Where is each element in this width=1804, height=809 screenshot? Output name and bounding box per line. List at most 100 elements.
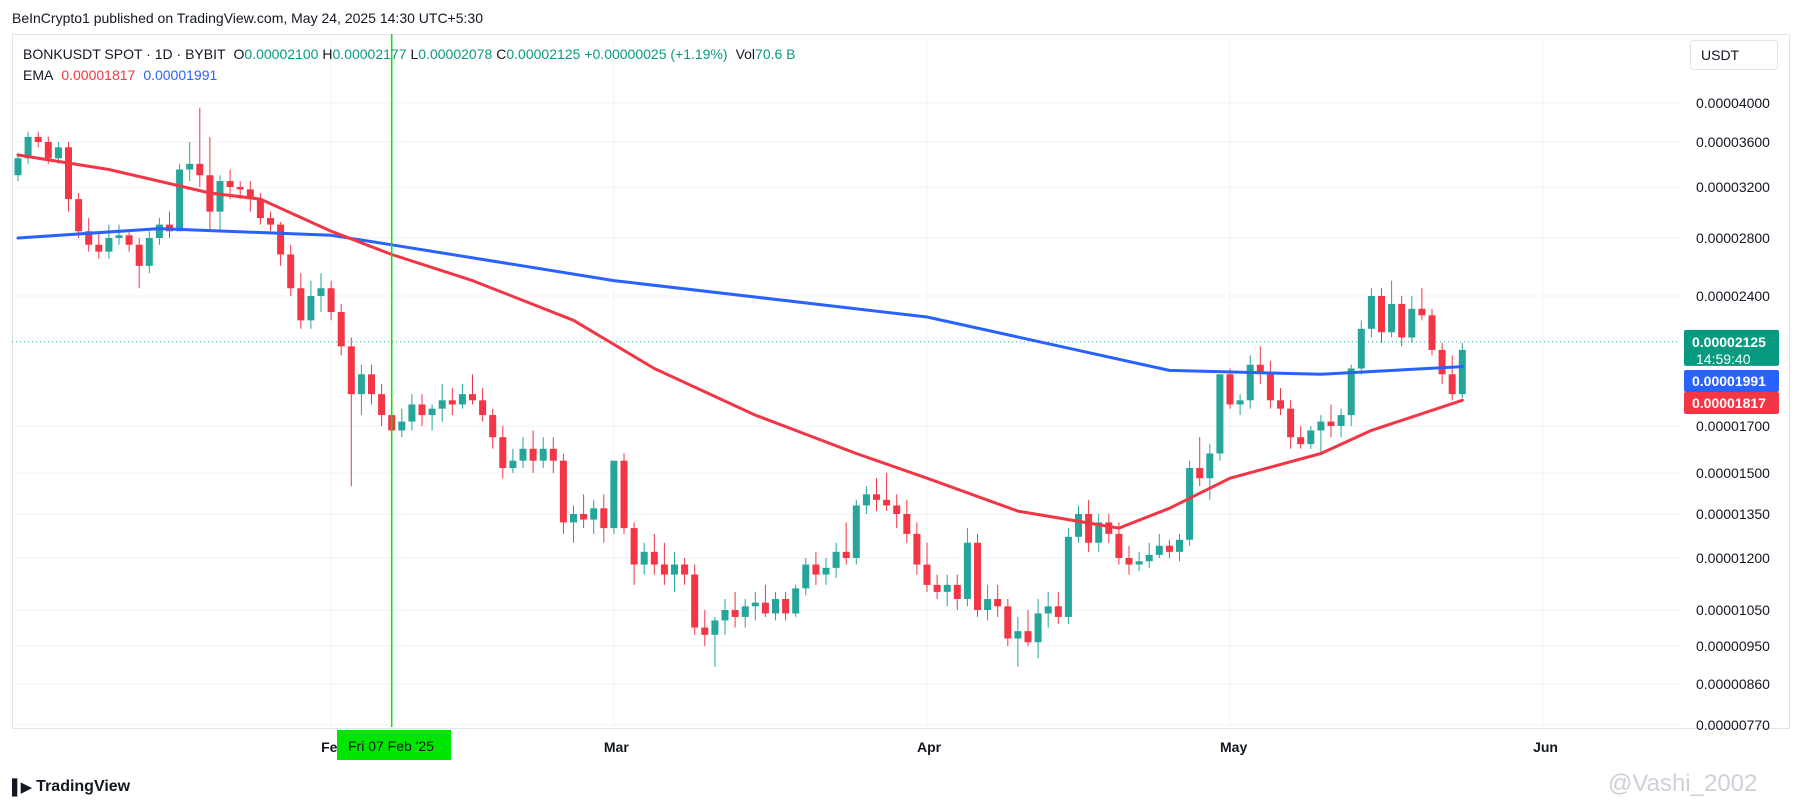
candle-body <box>963 542 971 600</box>
candle-body <box>1135 561 1143 565</box>
candle-body <box>549 448 557 461</box>
candle-body <box>731 610 739 617</box>
candle-body <box>1095 522 1103 543</box>
candle-body <box>580 514 588 520</box>
candle-body <box>650 551 658 565</box>
chart-legend: BONKUSDT SPOT · 1D · BYBIT O 0.00002100 H… <box>23 44 796 86</box>
candle-body <box>246 189 254 200</box>
candle-body <box>277 224 285 255</box>
candle-body <box>570 514 577 523</box>
candle-body <box>994 599 1002 607</box>
candle-body <box>499 437 507 469</box>
candle-body <box>226 181 234 187</box>
candle-body <box>458 394 466 405</box>
candle-body <box>347 346 355 395</box>
symbol-label[interactable]: BONKUSDT SPOT · 1D · BYBIT <box>23 46 226 62</box>
candle-body <box>428 408 436 416</box>
candle-body <box>883 499 891 506</box>
candle-body <box>782 599 790 614</box>
candle-body <box>337 312 345 347</box>
candle-body <box>1034 613 1042 643</box>
candle-body <box>660 564 668 575</box>
candle-body <box>307 296 315 321</box>
candle-body <box>1297 437 1305 445</box>
candle-body <box>812 564 820 575</box>
candle-body <box>368 374 375 395</box>
candle-body <box>105 238 113 252</box>
candle-body <box>1064 536 1072 617</box>
candle-body <box>842 551 850 558</box>
candle-body <box>1196 468 1204 479</box>
y-tick-label: 0.00000770 <box>1696 717 1770 733</box>
candle-body <box>1408 308 1416 338</box>
candle-body <box>1357 328 1365 369</box>
low-label: L <box>410 46 419 62</box>
candle-body <box>933 584 941 592</box>
candle-body <box>1287 408 1295 438</box>
candle-body <box>873 494 880 500</box>
candle-body <box>1438 349 1446 375</box>
candle-body <box>893 505 901 514</box>
candle-body <box>610 460 618 529</box>
candle-body <box>438 400 446 409</box>
candle-body <box>1105 522 1113 534</box>
candle-body <box>398 421 406 431</box>
currency-button[interactable]: USDT <box>1690 40 1778 70</box>
candle-body <box>923 564 931 585</box>
x-tick-label: May <box>1220 739 1247 755</box>
ema-label[interactable]: EMA <box>23 67 54 83</box>
candle-body <box>408 404 416 422</box>
candle-body <box>1024 631 1032 643</box>
candle-body <box>832 551 840 568</box>
candle-body <box>1428 315 1436 350</box>
candle-body <box>903 514 911 534</box>
tradingview-logo[interactable]: ▌▶ TradingView <box>12 778 130 796</box>
candle-body <box>145 238 153 266</box>
x-tick-label: Apr <box>917 739 942 755</box>
candle-body <box>1317 421 1325 431</box>
candle-body <box>1347 368 1355 416</box>
candle-body <box>1367 296 1375 329</box>
candle-body <box>1216 374 1224 454</box>
ohlc-row: BONKUSDT SPOT · 1D · BYBIT O 0.00002100 H… <box>23 44 796 65</box>
candle-body <box>1004 606 1012 639</box>
tradingview-brand: TradingView <box>36 778 131 795</box>
candle-body <box>822 567 830 575</box>
price-countdown: 14:59:40 <box>1696 351 1751 367</box>
candle-body <box>357 374 365 395</box>
candle-body <box>1337 415 1345 426</box>
y-tick-label: 0.00001700 <box>1696 418 1770 434</box>
candle-body <box>721 610 729 621</box>
candle-body <box>701 627 709 635</box>
watermark: @Vashi_2002 <box>1608 770 1758 797</box>
candle-body <box>681 564 689 575</box>
high-value: 0.00002177 <box>332 46 407 62</box>
candle-body <box>1186 468 1194 540</box>
candle-body <box>1054 606 1062 617</box>
candle-body <box>479 400 487 416</box>
candle-body <box>267 218 274 225</box>
candle-body <box>1155 545 1163 555</box>
ema-fast-value: 0.00001817 <box>61 67 136 83</box>
candle-body <box>974 542 981 610</box>
candle-body <box>1398 303 1406 338</box>
candle-body <box>1277 400 1284 409</box>
y-tick-label: 0.00003600 <box>1696 134 1770 150</box>
candle-body <box>287 254 295 289</box>
candle-body <box>44 142 52 159</box>
candle-body <box>691 574 699 628</box>
candle-body <box>751 602 759 607</box>
volume-value: 70.6 B <box>755 46 796 62</box>
candle-body <box>984 599 992 610</box>
candle-body <box>1176 539 1183 552</box>
y-tick-label: 0.00001500 <box>1696 465 1770 481</box>
candle-body <box>519 448 527 461</box>
candle-body <box>559 460 567 523</box>
candle-body <box>913 533 921 565</box>
y-tick-label: 0.00002800 <box>1696 230 1770 246</box>
candle-body <box>176 169 184 232</box>
candle-body <box>327 288 335 313</box>
candle-body <box>489 415 497 438</box>
candle-body <box>125 235 133 245</box>
